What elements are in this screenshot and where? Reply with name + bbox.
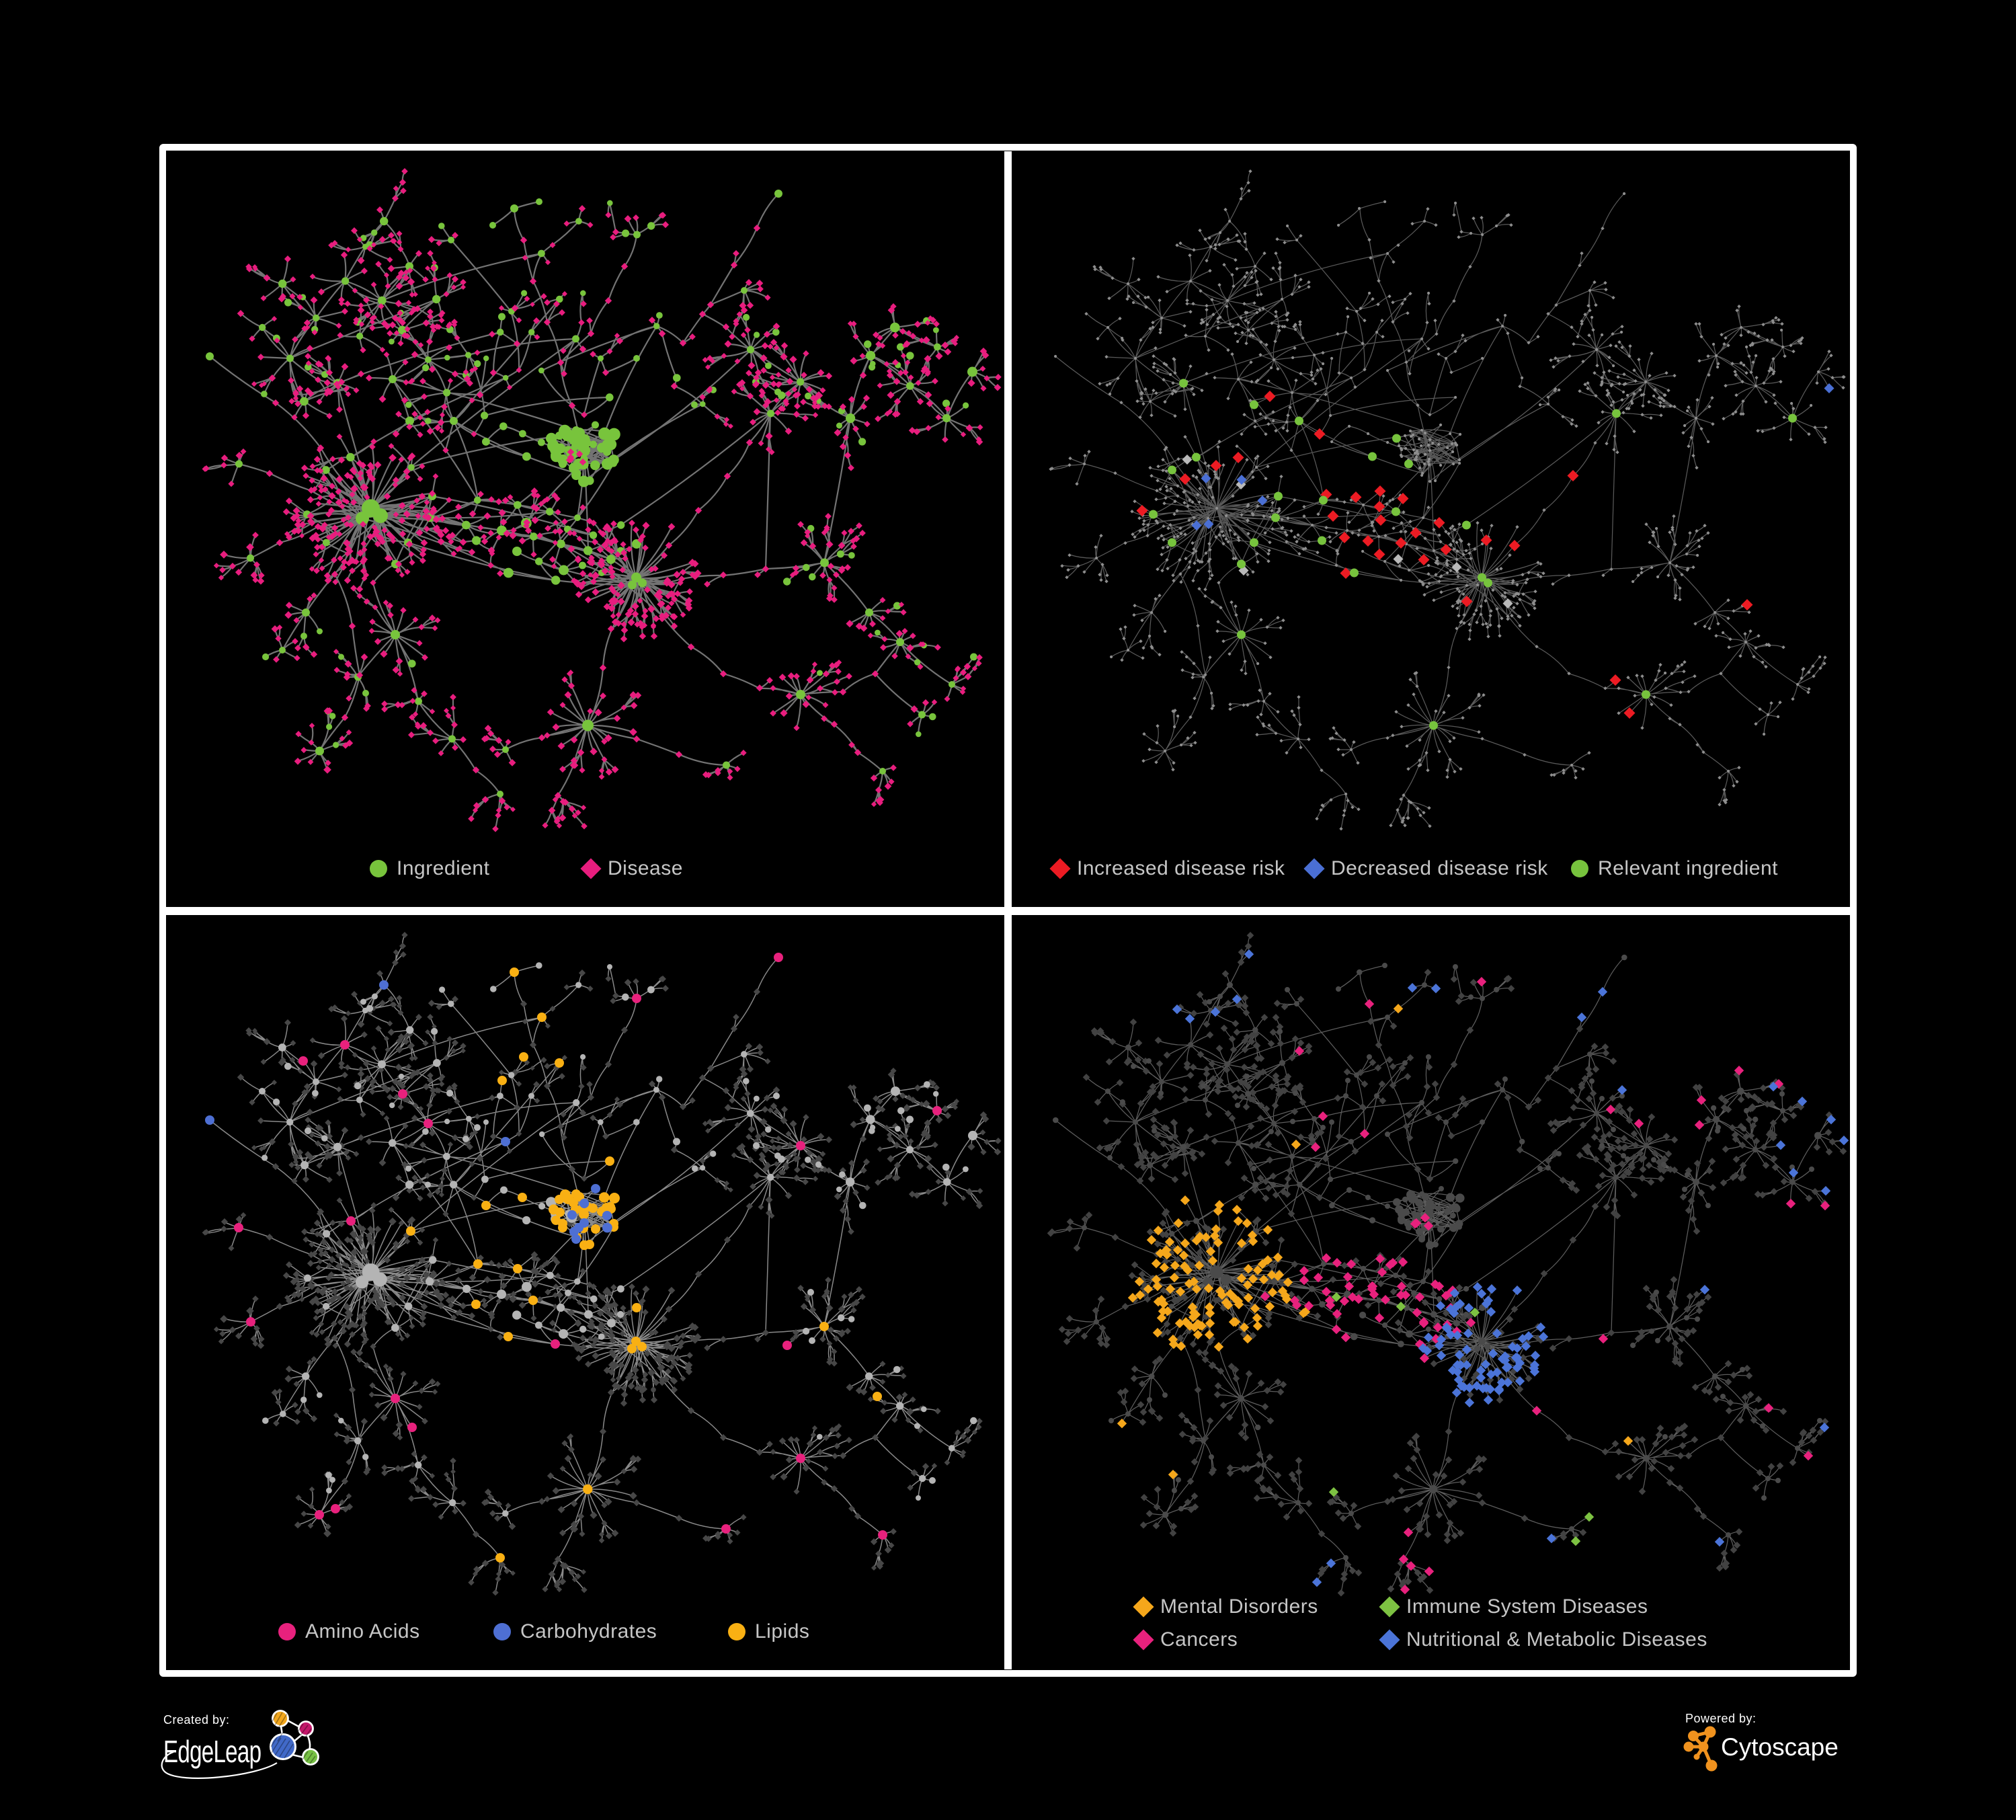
- svg-text:Cytoscape: Cytoscape: [1721, 1733, 1839, 1761]
